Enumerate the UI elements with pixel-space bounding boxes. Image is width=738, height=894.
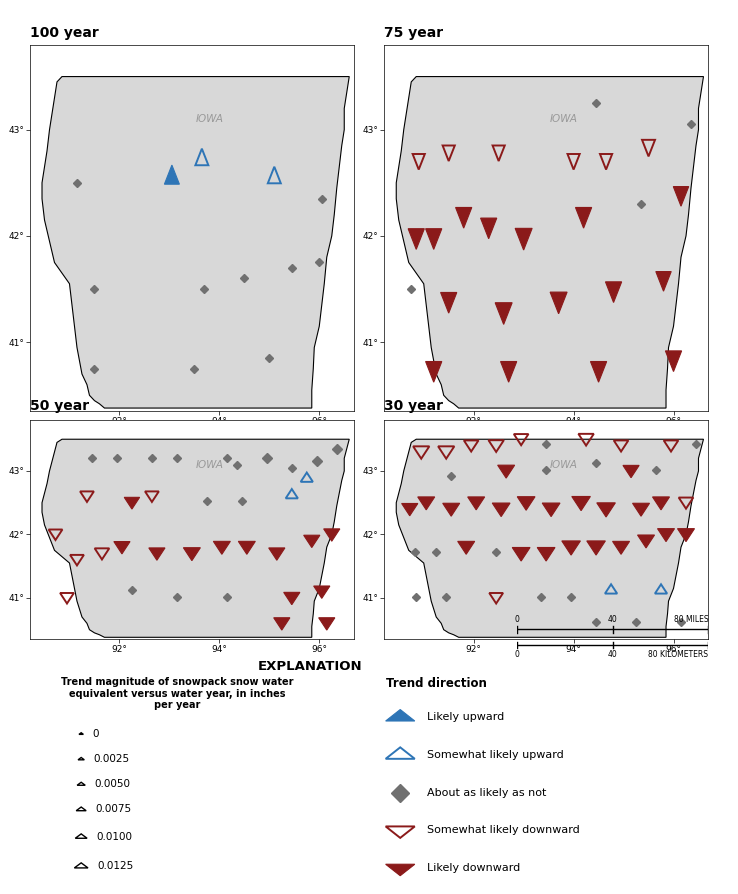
Polygon shape xyxy=(183,548,201,561)
Polygon shape xyxy=(666,350,682,372)
Text: Somewhat likely downward: Somewhat likely downward xyxy=(427,825,579,835)
Polygon shape xyxy=(386,710,415,721)
Text: 50 year: 50 year xyxy=(30,399,89,413)
Polygon shape xyxy=(408,229,424,249)
Text: 0.0125: 0.0125 xyxy=(97,861,134,871)
Polygon shape xyxy=(597,502,615,517)
Polygon shape xyxy=(396,439,703,637)
Polygon shape xyxy=(42,439,349,637)
Polygon shape xyxy=(283,593,300,604)
Text: 75 year: 75 year xyxy=(384,26,443,40)
Polygon shape xyxy=(314,586,330,598)
Polygon shape xyxy=(495,303,512,325)
Polygon shape xyxy=(386,864,415,876)
Polygon shape xyxy=(652,497,669,510)
Polygon shape xyxy=(576,207,592,228)
Text: 40: 40 xyxy=(607,615,618,624)
Polygon shape xyxy=(426,229,442,249)
Polygon shape xyxy=(401,503,418,516)
Text: IOWA: IOWA xyxy=(196,460,224,469)
Text: IOWA: IOWA xyxy=(550,460,578,469)
Text: Somewhat likely upward: Somewhat likely upward xyxy=(427,750,564,760)
Text: 0.0050: 0.0050 xyxy=(94,780,131,789)
Text: 0.0100: 0.0100 xyxy=(96,831,132,842)
Text: 80 MILES: 80 MILES xyxy=(674,615,708,624)
Polygon shape xyxy=(550,292,567,314)
Text: About as likely as not: About as likely as not xyxy=(427,788,546,797)
Polygon shape xyxy=(492,503,510,517)
Polygon shape xyxy=(605,282,621,302)
Polygon shape xyxy=(613,542,630,554)
Polygon shape xyxy=(497,465,514,478)
Text: 0: 0 xyxy=(514,650,519,659)
Polygon shape xyxy=(537,547,555,561)
Polygon shape xyxy=(418,497,435,510)
Polygon shape xyxy=(124,497,139,509)
Text: 40: 40 xyxy=(607,650,618,659)
Polygon shape xyxy=(500,361,517,382)
Polygon shape xyxy=(303,536,320,547)
Polygon shape xyxy=(319,618,335,630)
Text: Trend direction: Trend direction xyxy=(387,677,487,690)
Polygon shape xyxy=(562,541,580,555)
Polygon shape xyxy=(587,541,605,555)
Polygon shape xyxy=(517,497,535,510)
Polygon shape xyxy=(512,547,530,561)
Polygon shape xyxy=(468,497,485,510)
Text: 0: 0 xyxy=(93,729,99,738)
Text: 100 year: 100 year xyxy=(30,26,98,40)
Polygon shape xyxy=(677,528,694,542)
Polygon shape xyxy=(238,542,255,554)
Polygon shape xyxy=(658,528,675,542)
Text: Likely downward: Likely downward xyxy=(427,864,520,873)
Polygon shape xyxy=(441,292,457,313)
Polygon shape xyxy=(42,77,349,408)
Text: 0: 0 xyxy=(514,615,519,624)
Polygon shape xyxy=(673,187,689,207)
Polygon shape xyxy=(458,542,475,554)
Polygon shape xyxy=(455,207,472,228)
Text: 30 year: 30 year xyxy=(384,399,443,413)
Text: IOWA: IOWA xyxy=(196,114,224,124)
Polygon shape xyxy=(426,361,442,382)
Text: IOWA: IOWA xyxy=(550,114,578,124)
Polygon shape xyxy=(396,77,703,408)
Polygon shape xyxy=(324,529,340,541)
Polygon shape xyxy=(274,618,290,630)
Text: 0.0025: 0.0025 xyxy=(94,754,130,764)
Polygon shape xyxy=(515,228,532,250)
Polygon shape xyxy=(623,466,639,477)
Polygon shape xyxy=(632,503,649,516)
Text: 80 KILOMETERS: 80 KILOMETERS xyxy=(649,650,708,659)
Polygon shape xyxy=(149,548,165,561)
Polygon shape xyxy=(213,542,230,554)
Polygon shape xyxy=(638,535,655,548)
Polygon shape xyxy=(443,503,460,516)
Text: Trend magnitude of snowpack snow water
equivalent versus water year, in inches
p: Trend magnitude of snowpack snow water e… xyxy=(61,677,294,710)
Polygon shape xyxy=(165,165,179,184)
Polygon shape xyxy=(656,272,672,291)
Text: EXPLANATION: EXPLANATION xyxy=(258,660,362,673)
Polygon shape xyxy=(590,361,607,382)
Polygon shape xyxy=(572,496,590,510)
Polygon shape xyxy=(542,503,560,517)
Text: 0.0075: 0.0075 xyxy=(95,805,131,814)
Polygon shape xyxy=(269,548,285,561)
Polygon shape xyxy=(114,542,130,554)
Text: Likely upward: Likely upward xyxy=(427,712,504,722)
Polygon shape xyxy=(480,218,497,239)
